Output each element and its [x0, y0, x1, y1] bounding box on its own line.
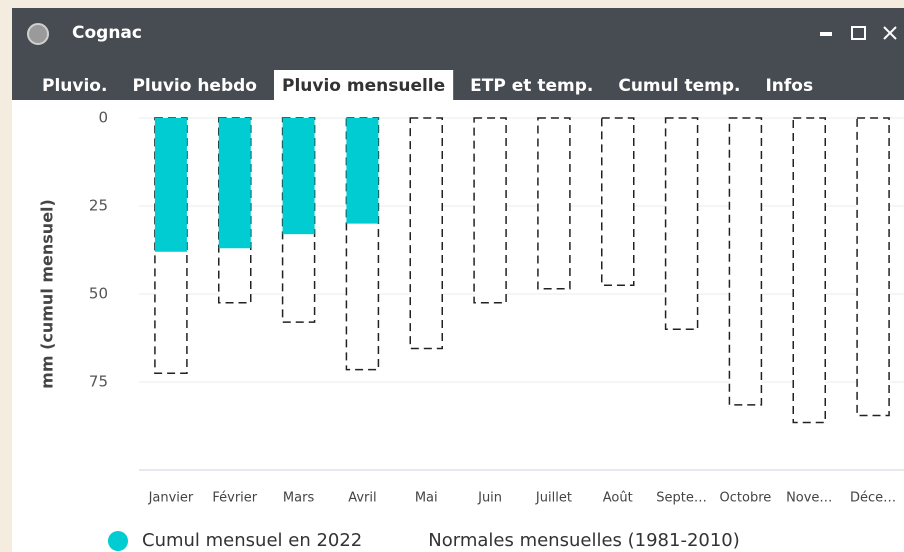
x-tick-label: Mars — [283, 491, 315, 506]
bar — [473, 117, 507, 304]
tab[interactable]: Cumul temp. — [618, 76, 740, 96]
x-tick-label: Février — [212, 491, 257, 506]
x-tick-label: Avril — [348, 491, 376, 506]
x-tick-label: Janvier — [148, 491, 194, 506]
chart: 0 25 50 75 mm (cumul mensuel) Janvier Février M… — [38, 109, 904, 551]
y-tick-label: 0 — [98, 109, 108, 127]
window-title: Cognac — [72, 23, 142, 43]
close-button[interactable] — [883, 26, 897, 40]
bar — [218, 118, 251, 249]
x-tick-label: Juillet — [535, 491, 572, 506]
title-bar — [12, 8, 904, 100]
x-tick-label: Déce… — [850, 491, 896, 506]
y-tick-label: 50 — [89, 285, 108, 303]
y-axis-label: mm (cumul mensuel) — [38, 199, 57, 389]
x-tick-label: Mai — [415, 491, 438, 506]
bar — [346, 118, 379, 224]
window-icon — [27, 23, 49, 45]
tab-background[interactable] — [273, 70, 454, 100]
x-tick-label: Nove… — [786, 491, 832, 506]
tab[interactable]: Infos — [765, 76, 813, 96]
x-tick-label: Août — [603, 491, 633, 506]
y-tick-label: 25 — [89, 197, 108, 215]
bar — [728, 117, 763, 406]
y-tick-label: 75 — [89, 373, 108, 391]
legend-marker — [108, 531, 128, 551]
maximize-button[interactable] — [851, 26, 866, 40]
x-tick-label: Septe… — [656, 491, 707, 506]
bar — [154, 118, 187, 252]
tab-bar: Pluvio. Pluvio hebdo Pluvio mensuelle ETP e… — [42, 70, 813, 100]
bar — [601, 117, 635, 286]
legend-label[interactable]: Cumul mensuel en 2022 — [142, 530, 362, 551]
tab[interactable]: Pluvio mensuelle — [282, 76, 445, 96]
bar — [282, 118, 315, 235]
tab[interactable]: Pluvio hebdo — [132, 76, 257, 96]
bar — [409, 117, 443, 350]
tab[interactable]: Pluvio. — [42, 76, 107, 96]
x-tick-label: Juin — [477, 491, 502, 506]
tab[interactable]: ETP et temp. — [470, 76, 593, 96]
legend-label[interactable]: Normales mensuelles (1981-2010) — [428, 530, 740, 551]
bar — [664, 117, 699, 330]
x-tick-label: Octobre — [720, 491, 772, 506]
bar — [856, 117, 890, 417]
bar — [537, 117, 571, 290]
minimize-button[interactable] — [820, 32, 832, 36]
bar — [792, 117, 826, 424]
